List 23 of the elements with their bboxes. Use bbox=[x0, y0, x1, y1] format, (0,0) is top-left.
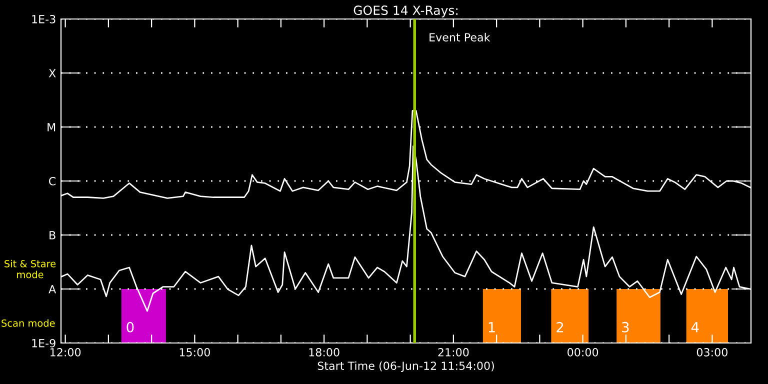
x-tick-label: 21:00 bbox=[438, 348, 469, 356]
chart-title: GOES 14 X-Rays: bbox=[354, 6, 458, 18]
x-axis-title: Start Time (06-Jun-12 11:54:00) bbox=[318, 361, 494, 372]
y-tick-label: C bbox=[49, 176, 56, 186]
y-tick-label: B bbox=[50, 231, 56, 240]
y-tick-label: X bbox=[48, 69, 56, 78]
x-tick-label: 15:00 bbox=[180, 348, 210, 356]
y-tick-label: M bbox=[48, 123, 56, 132]
y-tick-label: 1E-9 bbox=[32, 338, 56, 348]
band-label: 3 bbox=[622, 322, 629, 332]
band-label: 2 bbox=[556, 322, 564, 332]
x-tick-label: 00:00 bbox=[568, 348, 598, 356]
band-label: 1 bbox=[488, 322, 495, 332]
x-tick-label: 18:00 bbox=[309, 348, 340, 356]
y-tick-label: 1E-3 bbox=[32, 14, 56, 24]
band-label: 4 bbox=[691, 322, 699, 332]
x-tick-label: 03:00 bbox=[696, 348, 728, 356]
x-tick-label: 12:00 bbox=[50, 348, 81, 356]
text: Sit & Stare mode bbox=[4, 260, 56, 278]
ref-line-label: Event Peak bbox=[430, 32, 490, 42]
band-label: 0 bbox=[126, 322, 134, 332]
text: Scan mode bbox=[2, 319, 55, 327]
y-tick-label: A bbox=[48, 285, 56, 294]
